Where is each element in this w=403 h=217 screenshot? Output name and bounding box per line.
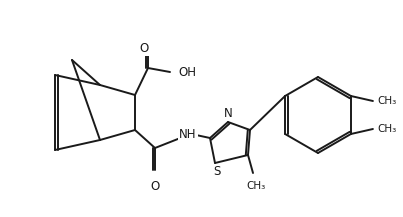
Text: O: O bbox=[139, 41, 149, 54]
Text: NH: NH bbox=[179, 128, 197, 141]
Text: CH₃: CH₃ bbox=[246, 181, 266, 191]
Text: CH₃: CH₃ bbox=[377, 96, 396, 106]
Text: O: O bbox=[150, 180, 160, 193]
Text: N: N bbox=[224, 107, 233, 120]
Text: S: S bbox=[213, 165, 221, 178]
Text: CH₃: CH₃ bbox=[377, 124, 396, 134]
Text: OH: OH bbox=[178, 66, 196, 79]
